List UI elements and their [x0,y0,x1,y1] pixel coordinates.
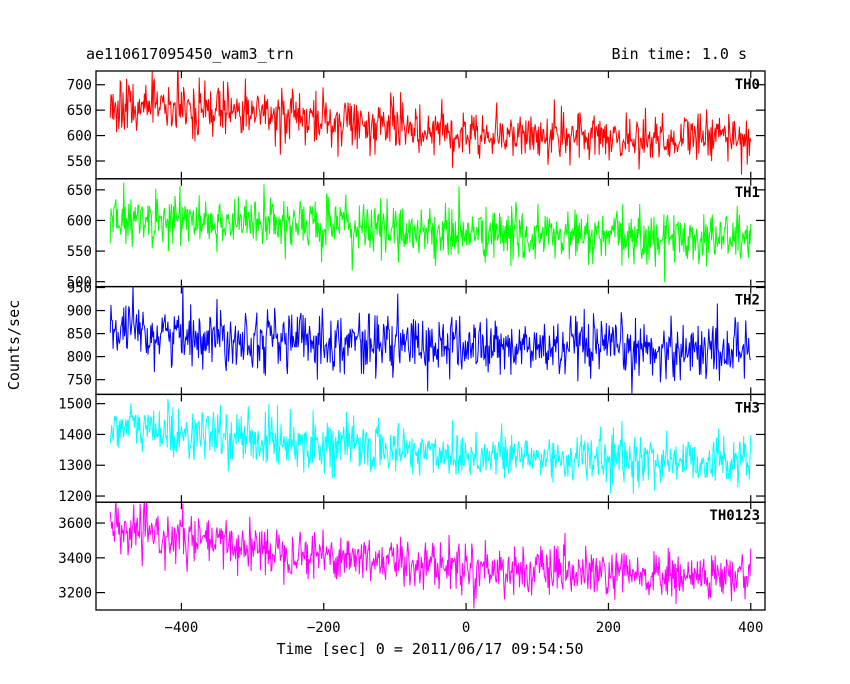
panel-frame-th0123 [95,501,766,611]
x-tick-label: 0 [462,620,470,636]
panel-label-th2: TH2 [735,293,760,309]
y-tick-label-th1: 550 [67,244,92,260]
series-line-th2 [109,286,752,394]
y-tick-label-th2: 900 [67,304,92,320]
y-tick-label-th3: 1200 [58,489,92,505]
y-tick-label-th0: 550 [67,154,92,170]
series-line-th0123 [109,502,752,609]
y-tick-label-th2: 750 [67,373,92,389]
panel-label-th1: TH1 [735,185,760,201]
y-tick-label-th2: 850 [67,327,92,343]
object-name-label: ae110617095450_wam3_trn [86,45,294,63]
panel-label-th0: TH0 [735,77,760,93]
y-tick-label-th0123: 3600 [58,516,92,532]
y-tick-label-th1: 500 [67,275,92,291]
y-tick-label-th0: 600 [67,129,92,145]
y-tick-label-th0123: 3200 [58,586,92,602]
series-line-th3 [109,398,752,494]
y-tick-label-th1: 600 [67,213,92,229]
y-tick-label-th3: 1400 [58,427,92,443]
series-line-th1 [109,182,752,283]
x-tick-label: −200 [307,620,341,636]
x-tick-label: 200 [596,620,621,636]
x-tick-label: 400 [738,620,763,636]
y-tick-label-th0123: 3400 [58,551,92,567]
bin-time-label: Bin time: 1.0 s [612,45,747,63]
panels-group: 550 600 650 700 TH0 500 550 600 650 TH1 750 800 850 9… [58,70,766,636]
y-tick-label-th0: 700 [67,78,92,94]
x-axis-label: Time [sec] 0 = 2011/06/17 09:54:50 [276,640,583,658]
y-tick-label-th2: 800 [67,350,92,366]
panel-label-th0123: TH0123 [709,508,760,524]
series-line-th0 [109,71,752,175]
y-tick-label-th2: 950 [67,281,92,297]
panel-label-th3: TH3 [735,400,760,416]
y-tick-label-th1: 650 [67,183,92,199]
y-tick-label-th0: 650 [67,103,92,119]
y-tick-label-th3: 1300 [58,458,92,474]
x-tick-label: −400 [165,620,199,636]
y-tick-label-th3: 1500 [58,397,92,413]
y-axis-label: Counts/sec [5,300,23,390]
